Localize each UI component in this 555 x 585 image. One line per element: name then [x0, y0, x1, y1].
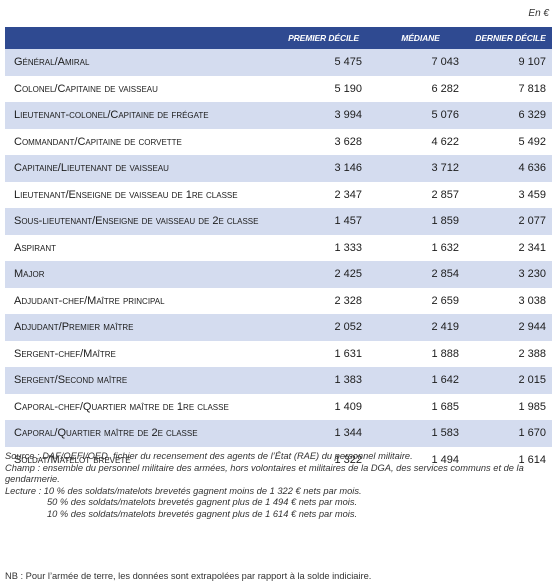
last-decile-cell: 7 818: [518, 82, 546, 95]
median-cell: 1 583: [431, 427, 459, 440]
table-row: Général/Amiral 5 475 7 043 9 107: [5, 49, 552, 76]
median-cell: 3 712: [431, 162, 459, 175]
table-header-row: PREMIER DÉCILE MÉDIANE DERNIER DÉCILE: [5, 27, 552, 49]
last-decile-cell: 2 341: [518, 241, 546, 254]
table-row: Soldat/Matelot breveté 1 322 1 494 1 614: [5, 446, 552, 473]
median-cell: 6 282: [431, 82, 459, 95]
lecture-note-2: 50 % des soldats/matelots brevetés gagne…: [47, 497, 358, 508]
header-grade: [5, 27, 275, 49]
source-note: Source : DAF/QEFI/OED, fichier du recens…: [5, 451, 413, 461]
last-decile-cell: 2 077: [518, 215, 546, 228]
table-row: Lieutenant/Enseigne de vaisseau de 1re c…: [5, 181, 552, 208]
last-decile-cell: 1 670: [518, 427, 546, 440]
first-decile-cell: 1 333: [334, 241, 362, 254]
table-row: Sergent/Second maître 1 383 1 642 2 015: [5, 367, 552, 394]
grade-cell: Soldat/Matelot breveté: [14, 453, 131, 466]
table-row: Major 2 425 2 854 3 230: [5, 261, 552, 288]
table-row: Aspirant 1 333 1 632 2 341: [5, 234, 552, 261]
first-decile-cell: 3 994: [334, 109, 362, 122]
first-decile-cell: 1 457: [334, 215, 362, 228]
last-decile-cell: 3 459: [518, 188, 546, 201]
median-cell: 2 854: [431, 268, 459, 281]
nb-note: NB : Pour l’armée de terre, les données …: [5, 571, 372, 581]
last-decile-cell: 2 944: [518, 321, 546, 334]
table-row: Lieutenant-colonel/Capitaine de frégate 3…: [5, 102, 552, 129]
last-decile-cell: 9 107: [518, 56, 546, 69]
grade-cell: Adjudant/Premier maître: [14, 321, 134, 334]
grade-cell: Aspirant: [14, 241, 57, 254]
first-decile-cell: 2 347: [334, 188, 362, 201]
header-last-decile: DERNIER DÉCILE: [475, 33, 546, 43]
median-cell: 4 622: [431, 135, 459, 148]
last-decile-cell: 4 636: [518, 162, 546, 175]
table-row: Caporal/Quartier maître de 2e classe 1 34…: [5, 420, 552, 447]
first-decile-cell: 3 146: [334, 162, 362, 175]
first-decile-cell: 2 328: [334, 294, 362, 307]
champ-note: Champ : ensemble du personnel militaire …: [5, 462, 524, 485]
lecture-note-1: Lecture : 10 % des soldats/matelots brev…: [5, 485, 362, 496]
grade-cell: Caporal-chef/Quartier maître de 1re clas…: [14, 400, 229, 413]
median-cell: 1 685: [431, 400, 459, 413]
last-decile-cell: 6 329: [518, 109, 546, 122]
grade-cell: Caporal/Quartier maître de 2e classe: [14, 427, 198, 440]
grade-cell: Lieutenant-colonel/Capitaine de frégate: [14, 109, 209, 122]
median-cell: 1 642: [431, 374, 459, 387]
last-decile-cell: 1 614: [518, 453, 546, 466]
grade-cell: Général/Amiral: [14, 56, 90, 69]
table-row: Colonel/Capitaine de vaisseau 5 190 6 282 7…: [5, 75, 552, 102]
first-decile-cell: 1 383: [334, 374, 362, 387]
table-row: Sous-lieutenant/Enseigne de vaisseau de …: [5, 208, 552, 235]
median-cell: 1 632: [431, 241, 459, 254]
lecture-note-3: 10 % des soldats/matelots brevetés gagne…: [47, 508, 358, 519]
header-first-decile: PREMIER DÉCILE: [288, 33, 359, 43]
first-decile-cell: 5 190: [334, 82, 362, 95]
last-decile-cell: 5 492: [518, 135, 546, 148]
first-decile-cell: 1 322: [334, 453, 362, 466]
median-cell: 7 043: [431, 56, 459, 69]
last-decile-cell: 2 015: [518, 374, 546, 387]
grade-cell: Major: [14, 268, 45, 281]
first-decile-cell: 3 628: [334, 135, 362, 148]
median-cell: 1 494: [431, 453, 459, 466]
last-decile-cell: 3 230: [518, 268, 546, 281]
grade-cell: Sous-lieutenant/Enseigne de vaisseau de …: [14, 215, 259, 228]
median-cell: 1 859: [431, 215, 459, 228]
median-cell: 2 659: [431, 294, 459, 307]
table-row: Commandant/Capitaine de corvette 3 628 4 6…: [5, 128, 552, 155]
table-row: Sergent-chef/Maître 1 631 1 888 2 388: [5, 340, 552, 367]
grade-cell: Adjudant-chef/Maître principal: [14, 294, 165, 307]
first-decile-cell: 2 425: [334, 268, 362, 281]
table-body: Général/Amiral 5 475 7 043 9 107 Colonel/Cap…: [5, 49, 552, 473]
grade-cell: Lieutenant/Enseigne de vaisseau de 1re c…: [14, 188, 238, 201]
salary-table: PREMIER DÉCILE MÉDIANE DERNIER DÉCILE Gé…: [5, 27, 552, 473]
last-decile-cell: 3 038: [518, 294, 546, 307]
last-decile-cell: 2 388: [518, 347, 546, 360]
unit-label: En €: [528, 8, 549, 19]
first-decile-cell: 5 475: [334, 56, 362, 69]
first-decile-cell: 2 052: [334, 321, 362, 334]
first-decile-cell: 1 631: [334, 347, 362, 360]
table-row: Capitaine/Lieutenant de vaisseau 3 146 3 7…: [5, 155, 552, 182]
median-cell: 2 857: [431, 188, 459, 201]
grade-cell: Commandant/Capitaine de corvette: [14, 135, 182, 148]
header-median: MÉDIANE: [401, 33, 440, 43]
last-decile-cell: 1 985: [518, 400, 546, 413]
median-cell: 2 419: [431, 321, 459, 334]
grade-cell: Sergent-chef/Maître: [14, 347, 116, 360]
table-row: Adjudant-chef/Maître principal 2 328 2 659…: [5, 287, 552, 314]
median-cell: 1 888: [431, 347, 459, 360]
table-row: Adjudant/Premier maître 2 052 2 419 2 944: [5, 314, 552, 341]
median-cell: 5 076: [431, 109, 459, 122]
first-decile-cell: 1 344: [334, 427, 362, 440]
table-notes: Source : DAF/QEFI/OED, fichier du recens…: [5, 451, 553, 521]
grade-cell: Sergent/Second maître: [14, 374, 128, 387]
first-decile-cell: 1 409: [334, 400, 362, 413]
grade-cell: Capitaine/Lieutenant de vaisseau: [14, 162, 169, 175]
grade-cell: Colonel/Capitaine de vaisseau: [14, 82, 158, 95]
table-row: Caporal-chef/Quartier maître de 1re clas…: [5, 393, 552, 420]
